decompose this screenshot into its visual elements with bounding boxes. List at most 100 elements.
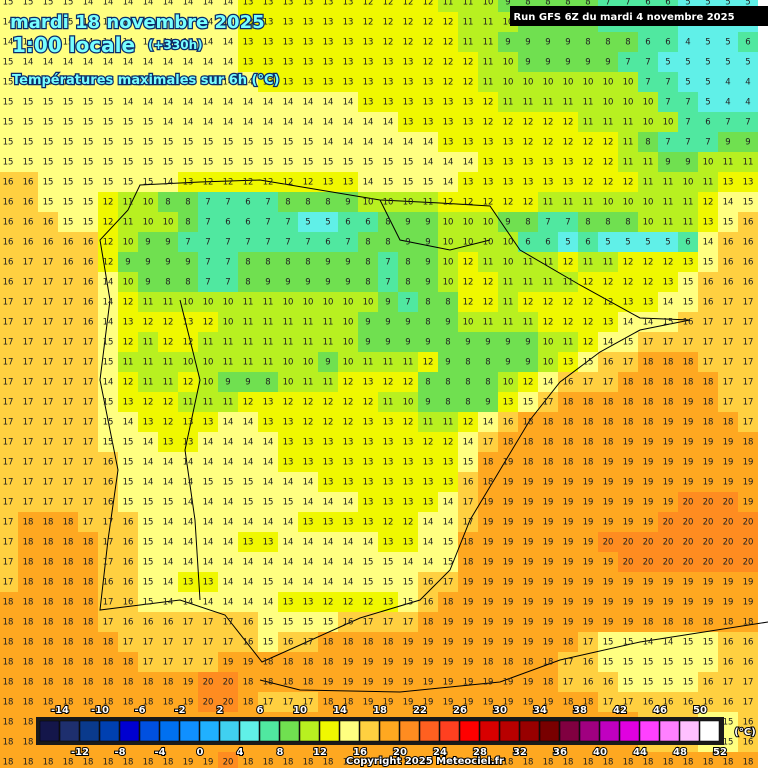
temperature-cell	[518, 552, 538, 572]
temperature-cell	[198, 252, 218, 272]
grid-value: 11	[183, 398, 194, 408]
temperature-cell	[498, 132, 518, 152]
temperature-cell	[538, 292, 558, 312]
temperature-cell	[538, 432, 558, 452]
grid-value: 9	[365, 338, 370, 348]
grid-value: 15	[603, 638, 614, 648]
grid-value: 15	[123, 138, 134, 148]
temperature-cell	[598, 392, 618, 412]
grid-value: 18	[643, 358, 654, 368]
temperature-cell	[38, 372, 58, 392]
grid-value: 14	[243, 558, 254, 568]
temperature-cell	[738, 332, 758, 352]
temperature-cell	[698, 52, 718, 72]
grid-value: 13	[363, 78, 374, 88]
temperature-cell	[678, 332, 698, 352]
temperature-cell	[558, 272, 578, 292]
temperature-cell	[238, 52, 258, 72]
temperature-cell	[138, 532, 158, 552]
grid-value: 16	[743, 638, 754, 648]
grid-value: 18	[63, 678, 74, 688]
temperature-cell	[438, 492, 458, 512]
grid-value: 18	[63, 658, 74, 668]
temperature-cell	[98, 332, 118, 352]
temperature-cell	[318, 532, 338, 552]
temperature-cell	[18, 512, 38, 532]
grid-value: 12	[443, 78, 454, 88]
temperature-cell	[518, 492, 538, 512]
temperature-cell	[638, 492, 658, 512]
grid-value: 15	[203, 138, 214, 148]
grid-value: 10	[343, 358, 354, 368]
grid-value: 7	[545, 218, 550, 228]
temperature-cell	[478, 372, 498, 392]
temperature-cell	[638, 332, 658, 352]
grid-value: 12	[523, 378, 534, 388]
temperature-cell	[718, 132, 738, 152]
grid-value: 20	[723, 498, 734, 508]
temperature-cell	[158, 532, 178, 552]
temperature-cell	[0, 532, 18, 552]
grid-value: 12	[363, 0, 374, 8]
temperature-cell	[0, 292, 18, 312]
temperature-cell	[358, 272, 378, 292]
grid-value: 19	[723, 598, 734, 608]
temperature-cell	[238, 0, 258, 12]
grid-value: 15	[43, 98, 54, 108]
temperature-cell	[38, 412, 58, 432]
grid-value: 7	[305, 238, 310, 248]
grid-value: 13	[363, 38, 374, 48]
temperature-cell	[138, 512, 158, 532]
grid-value: 12	[383, 18, 394, 28]
temperature-cell	[618, 152, 638, 172]
grid-value: 12	[283, 398, 294, 408]
temperature-cell	[238, 412, 258, 432]
grid-value: 18	[503, 658, 514, 668]
temperature-cell	[678, 592, 698, 612]
temperature-cell	[0, 112, 18, 132]
grid-value: 18	[723, 618, 734, 628]
grid-value: 12	[383, 518, 394, 528]
temperature-cell	[518, 292, 538, 312]
grid-value: 19	[603, 458, 614, 468]
temperature-cell	[118, 612, 138, 632]
temperature-cell	[458, 472, 478, 492]
temperature-cell	[198, 432, 218, 452]
grid-value: 11	[123, 218, 134, 228]
temperature-cell	[358, 552, 378, 572]
grid-value: 9	[605, 58, 610, 68]
temperature-cell	[678, 92, 698, 112]
grid-value: 15	[683, 638, 694, 648]
legend-tick-label: 6	[257, 705, 264, 716]
temperature-cell	[558, 392, 578, 412]
grid-value: 18	[683, 358, 694, 368]
grid-value: 9	[505, 338, 510, 348]
temperature-cell	[118, 232, 138, 252]
temperature-cell	[258, 32, 278, 52]
grid-value: 19	[503, 578, 514, 588]
grid-value: 10	[163, 218, 174, 228]
temperature-cell	[398, 572, 418, 592]
temperature-cell	[318, 252, 338, 272]
grid-value: 17	[3, 578, 14, 588]
temperature-cell	[418, 312, 438, 332]
grid-value: 17	[723, 398, 734, 408]
grid-value: 18	[43, 538, 54, 548]
temperature-cell	[158, 272, 178, 292]
temperature-cell	[478, 92, 498, 112]
grid-value: 14	[123, 98, 134, 108]
temperature-cell	[378, 272, 398, 292]
temperature-cell	[618, 112, 638, 132]
temperature-cell	[198, 112, 218, 132]
temperature-cell	[138, 132, 158, 152]
grid-value: 8	[325, 198, 330, 208]
grid-value: 15	[323, 158, 334, 168]
temperature-cell	[398, 172, 418, 192]
grid-value: 15	[383, 558, 394, 568]
grid-value: 18	[703, 398, 714, 408]
temperature-cell	[378, 352, 398, 372]
grid-value: 15	[63, 138, 74, 148]
grid-value: 16	[683, 698, 694, 708]
temperature-cell	[38, 192, 58, 212]
grid-value: 10	[203, 358, 214, 368]
